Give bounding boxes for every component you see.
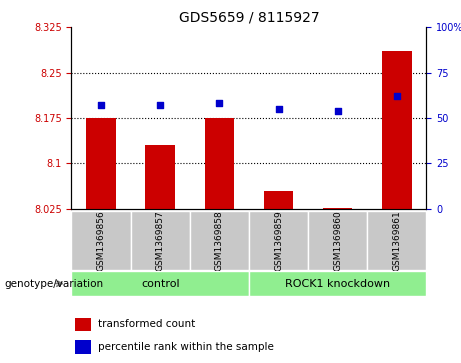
Bar [145,145,175,209]
Text: genotype/variation: genotype/variation [5,278,104,289]
Bar [249,211,308,270]
Text: GSM1369860: GSM1369860 [333,210,342,271]
Bar [75,340,91,354]
Text: control: control [141,278,179,289]
Bar [130,211,190,270]
Bar [71,271,249,296]
Text: percentile rank within the sample: percentile rank within the sample [98,342,274,352]
Text: GSM1369861: GSM1369861 [392,210,402,271]
Text: ROCK1 knockdown: ROCK1 knockdown [285,278,390,289]
Bar [86,118,116,209]
Text: GSM1369859: GSM1369859 [274,210,283,271]
Point [216,101,223,106]
Bar [75,318,91,331]
Bar [382,52,412,209]
Point [97,102,105,108]
Bar [190,211,249,270]
Bar [71,211,130,270]
Point [334,108,341,114]
Bar [367,211,426,270]
Title: GDS5659 / 8115927: GDS5659 / 8115927 [178,11,319,25]
Text: transformed count: transformed count [98,319,195,330]
Bar [205,118,234,209]
Bar [323,208,353,209]
Bar [308,211,367,270]
Point [275,106,282,112]
Point [393,93,401,99]
Point [156,102,164,108]
Bar [264,191,293,209]
Bar [249,271,426,296]
Text: GSM1369857: GSM1369857 [156,210,165,271]
Text: GSM1369856: GSM1369856 [96,210,106,271]
Text: GSM1369858: GSM1369858 [215,210,224,271]
